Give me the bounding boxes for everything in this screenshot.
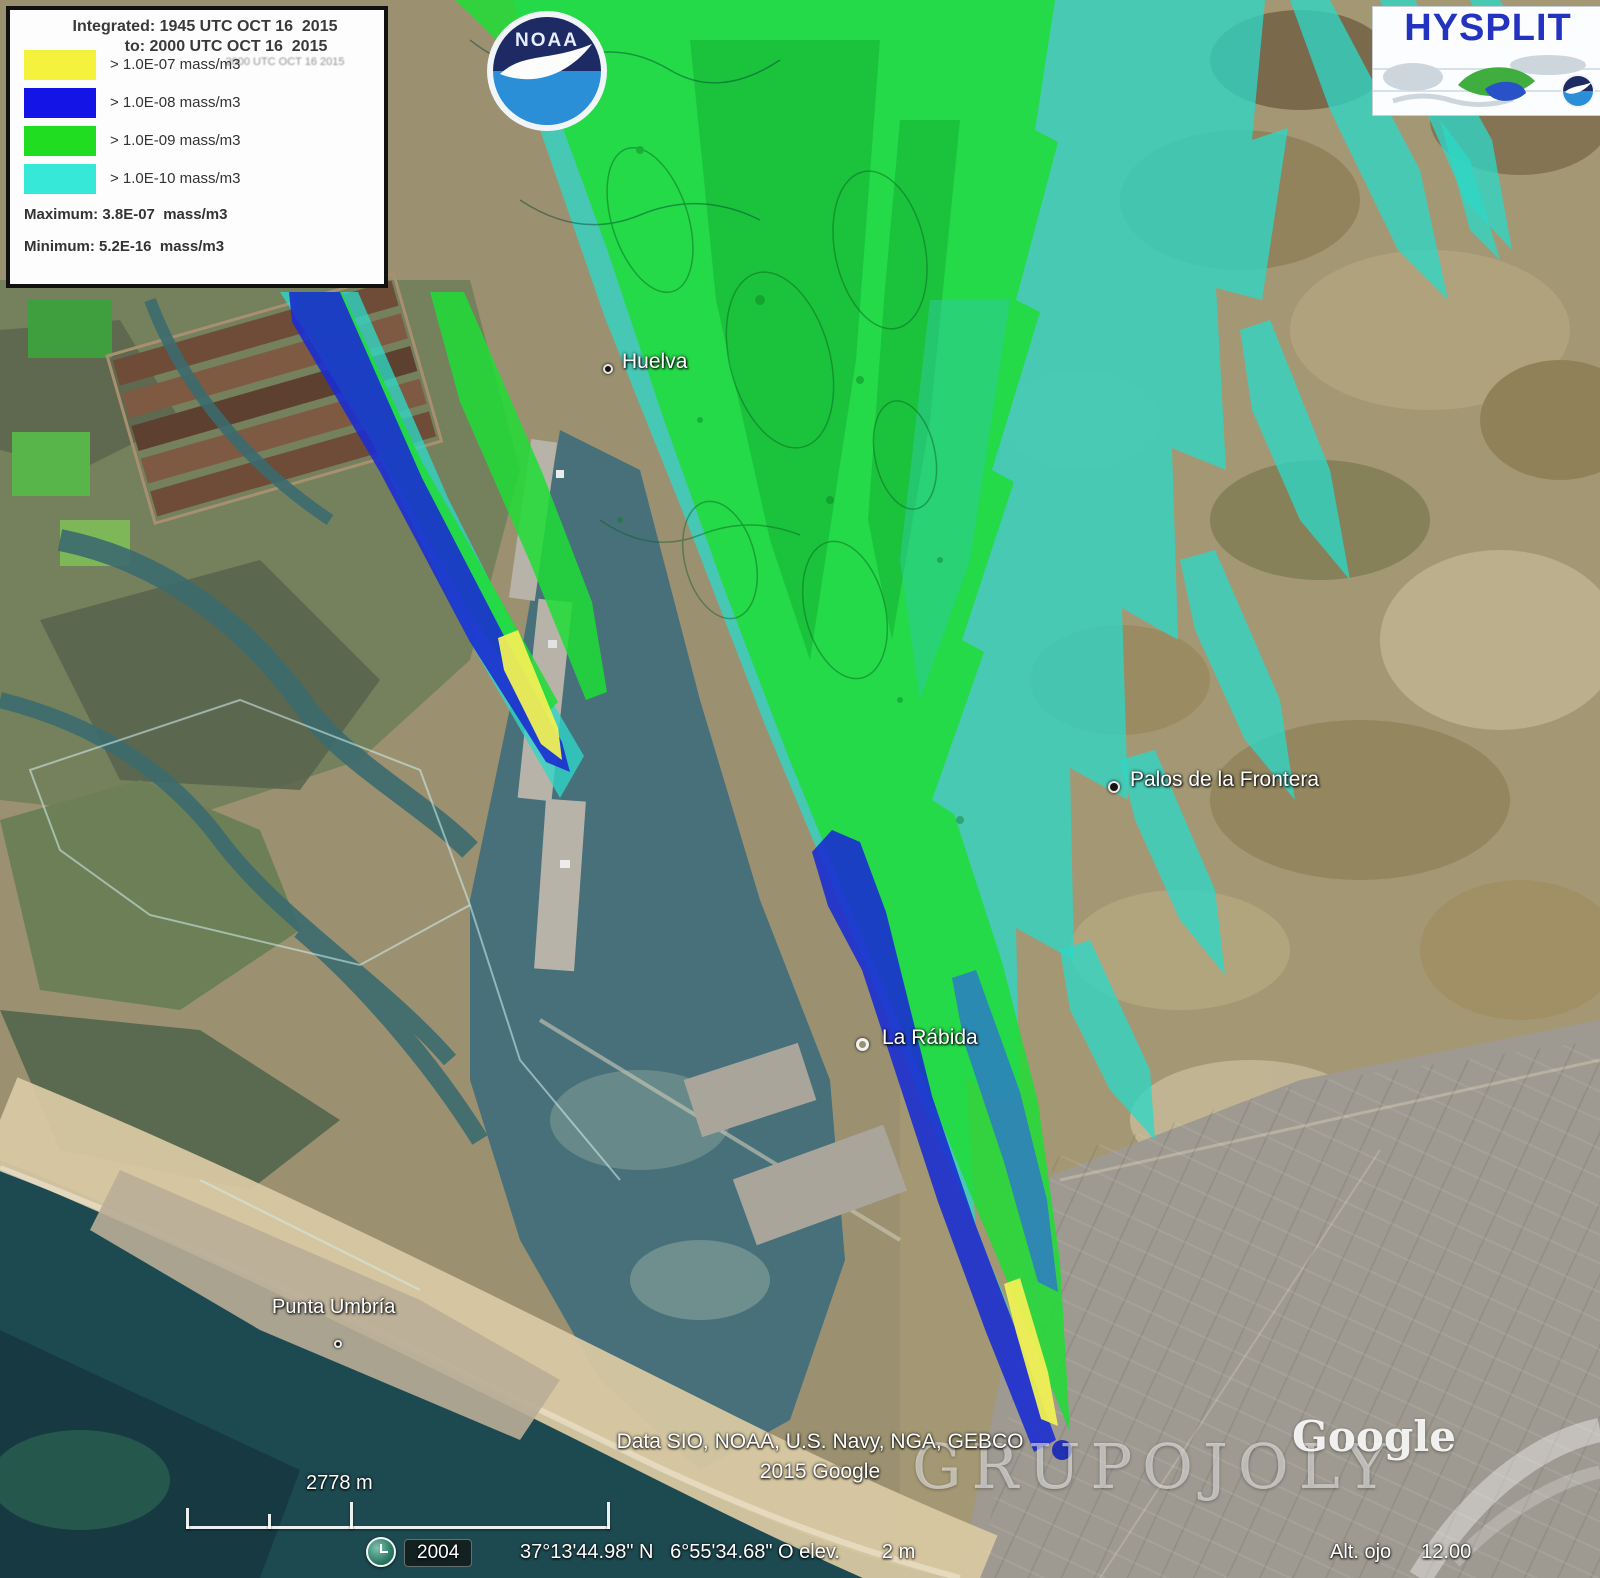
hysplit-legend: Integrated: 1945 UTC OCT 16 2015 to: 200… [6, 6, 388, 288]
huelva-marker [603, 364, 613, 374]
elevation-value: 2 m [881, 1541, 916, 1563]
coordinates-text: 37°13'44.98" N 6°55'34.68" O elev. [520, 1541, 840, 1563]
legend-swatch-cyan [24, 164, 96, 194]
place-label-punta[interactable]: Punta Umbría [272, 1296, 396, 1318]
legend-swatch-blue [24, 88, 96, 118]
grupojoly-swoosh [1409, 1418, 1600, 1578]
hysplit-logo: HYSPLIT [1372, 6, 1600, 116]
boundary-lines [28, 698, 621, 1291]
beach-town [90, 1170, 560, 1440]
legend-ghost-line: 2000 UTC OCT 16 2015 [225, 56, 345, 68]
scale-label: 2778 m [306, 1472, 373, 1494]
hysplit-logo-graphic [1373, 55, 1600, 108]
eye-altitude-value: 12.00 [1421, 1541, 1472, 1563]
data-attribution-line1: Data SIO, NOAA, U.S. Navy, NGA, GEBCO [616, 1430, 1024, 1453]
legend-swatch-yellow [24, 50, 96, 80]
plume-green-inner-bands [690, 40, 1010, 700]
eye-altitude: Alt. ojo 12.00 [1330, 1541, 1471, 1564]
imagery-year-badge[interactable]: 2004 [404, 1539, 473, 1567]
grupojoly-watermark: GRUPOJOLY [912, 1430, 1397, 1503]
legend-minimum: Minimum: 5.2E-16 mass/m3 [24, 238, 225, 255]
legend-period-line1: Integrated: 1945 UTC OCT 16 2015 [72, 18, 338, 35]
place-label-rabida[interactable]: La Rábida [882, 1026, 978, 1049]
eye-altitude-label: Alt. ojo [1330, 1541, 1392, 1563]
tidal-channels [0, 297, 488, 1145]
punta-marker [334, 1340, 342, 1348]
plume-blue-layer [289, 292, 1072, 1460]
palos-marker [1108, 781, 1120, 793]
hysplit-logo-title: HYSPLIT [1404, 7, 1572, 49]
place-label-palos[interactable]: Palos de la Frontera [1130, 768, 1320, 791]
legend-level-label: > 1.0E-09 mass/m3 [110, 132, 241, 149]
place-label-huelva[interactable]: Huelva [622, 350, 688, 373]
google-watermark: Google [1292, 1412, 1456, 1461]
legend-maximum: Maximum: 3.8E-07 mass/m3 [24, 206, 228, 223]
urban-area [960, 1020, 1600, 1578]
noaa-logo: NOAA [486, 10, 608, 132]
plume-yellow-layer [498, 630, 1058, 1426]
noaa-seagull-icon [500, 44, 592, 80]
legend-level-label: > 1.0E-08 mass/m3 [110, 94, 241, 111]
noaa-logo-text: NOAA [515, 30, 579, 51]
historical-imagery-clock-icon[interactable] [366, 1537, 396, 1567]
legend-level-label: > 1.0E-10 mass/m3 [110, 170, 241, 187]
legend-level-label: > 1.0E-07 mass/m3 [110, 56, 241, 73]
data-attribution-line2: 2015 Google [759, 1460, 881, 1483]
legend-period-line2: to: 2000 UTC OCT 16 2015 [124, 38, 328, 55]
rabida-marker [856, 1038, 869, 1051]
legend-swatch-green [24, 126, 96, 156]
status-coordinates: 37°13'44.98" N 6°55'34.68" O elev. 2 m [520, 1541, 915, 1564]
